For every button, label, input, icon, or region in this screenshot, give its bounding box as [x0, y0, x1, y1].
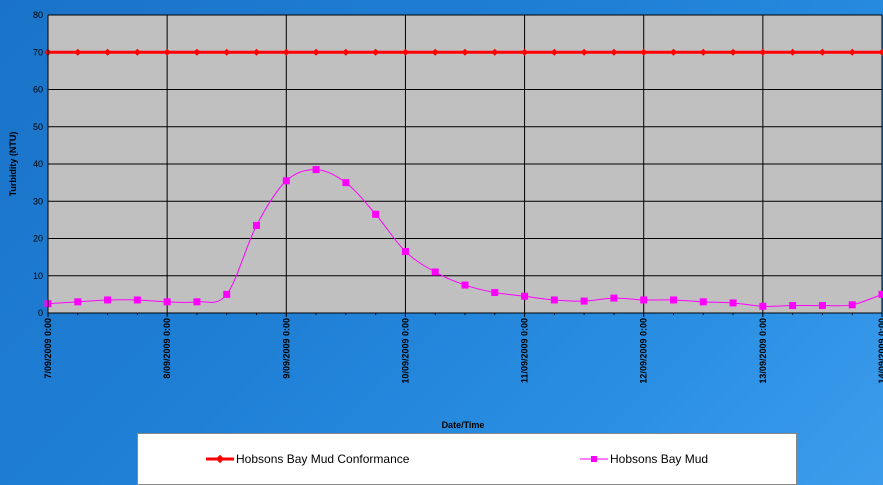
legend-item-mud: Hobsons Bay Mud — [580, 452, 708, 466]
data-point — [342, 179, 350, 187]
data-point — [878, 290, 883, 298]
data-point — [610, 294, 618, 302]
x-tick-label: 10/09/2009 0:00 — [400, 318, 410, 384]
y-tick-label: 60 — [33, 85, 43, 95]
data-point — [282, 177, 290, 185]
y-tick-label: 50 — [33, 122, 43, 132]
data-point — [163, 298, 171, 306]
data-point — [848, 48, 856, 56]
data-point — [133, 296, 141, 304]
legend-swatch-conformance — [206, 453, 234, 465]
data-point — [580, 48, 588, 56]
data-point — [580, 297, 588, 305]
data-point — [640, 48, 648, 56]
data-point — [610, 48, 618, 56]
axes: 0 10 20 30 40 50 60 70 80 7/09/2009 0:00 8/09/2009… — [33, 10, 883, 384]
data-point — [372, 210, 380, 218]
data-point — [878, 48, 883, 56]
data-point — [550, 296, 558, 304]
x-tick-label: 14/09/2009 0:00 — [877, 318, 883, 384]
data-point — [342, 48, 350, 56]
data-point — [253, 221, 260, 229]
data-point — [461, 48, 469, 56]
x-tick-label: 11/09/2009 0:00 — [520, 318, 530, 383]
x-tick-label: 8/09/2009 0:00 — [162, 318, 172, 379]
data-point — [669, 48, 678, 56]
data-point — [818, 302, 826, 310]
data-point — [491, 289, 499, 297]
data-point — [431, 48, 439, 56]
data-point — [223, 48, 231, 56]
data-point — [193, 48, 201, 56]
x-tick-label: 12/09/2009 0:00 — [639, 318, 649, 384]
data-point — [550, 48, 558, 56]
data-point — [401, 48, 409, 56]
x-tick-label: 13/09/2009 0:00 — [758, 318, 768, 384]
y-tick-label: 40 — [33, 159, 43, 169]
data-point — [670, 296, 677, 304]
y-tick-label: 10 — [33, 271, 43, 281]
data-point — [133, 48, 141, 56]
data-point — [759, 48, 767, 56]
legend-item-conformance: Hobsons Bay Mud Conformance — [206, 452, 409, 466]
data-point — [312, 166, 320, 174]
y-tick-label: 70 — [33, 47, 43, 57]
data-point — [699, 298, 707, 306]
series-layer — [44, 48, 883, 310]
data-point — [789, 48, 797, 56]
data-point — [401, 248, 409, 256]
legend-label-mud: Hobsons Bay Mud — [610, 452, 709, 466]
legend: Hobsons Bay Mud Conformance Hobsons Bay … — [137, 433, 797, 485]
y-tick-label: 80 — [33, 10, 43, 20]
y-tick-label: 0 — [38, 308, 43, 318]
legend-swatch-mud — [580, 453, 608, 465]
data-point — [312, 48, 320, 56]
data-point — [521, 48, 529, 56]
data-point — [729, 48, 737, 56]
y-tick-label: 20 — [33, 234, 43, 244]
data-point — [491, 48, 499, 56]
data-point — [223, 290, 231, 298]
x-tick-label: 7/09/2009 0:00 — [43, 318, 53, 379]
data-point — [431, 268, 439, 276]
data-point — [104, 296, 112, 304]
legend-label-conformance: Hobsons Bay Mud Conformance — [236, 452, 410, 466]
data-point — [372, 48, 380, 56]
data-point — [74, 298, 82, 306]
x-axis-title: Date/Time — [442, 420, 485, 430]
data-point — [193, 298, 201, 306]
data-point — [521, 292, 529, 300]
data-point — [759, 302, 767, 310]
data-point — [729, 299, 737, 307]
data-point — [789, 302, 797, 310]
data-point — [163, 48, 171, 56]
y-tick-label: 30 — [33, 196, 43, 206]
data-point — [282, 48, 290, 56]
data-point — [461, 281, 469, 289]
data-point — [848, 301, 856, 309]
y-axis-title: Turbidity (NTU) — [8, 132, 18, 197]
data-point — [699, 48, 707, 56]
data-point — [818, 48, 826, 56]
data-point — [640, 296, 648, 304]
x-tick-label: 9/09/2009 0:00 — [281, 318, 291, 379]
data-point — [252, 48, 261, 56]
